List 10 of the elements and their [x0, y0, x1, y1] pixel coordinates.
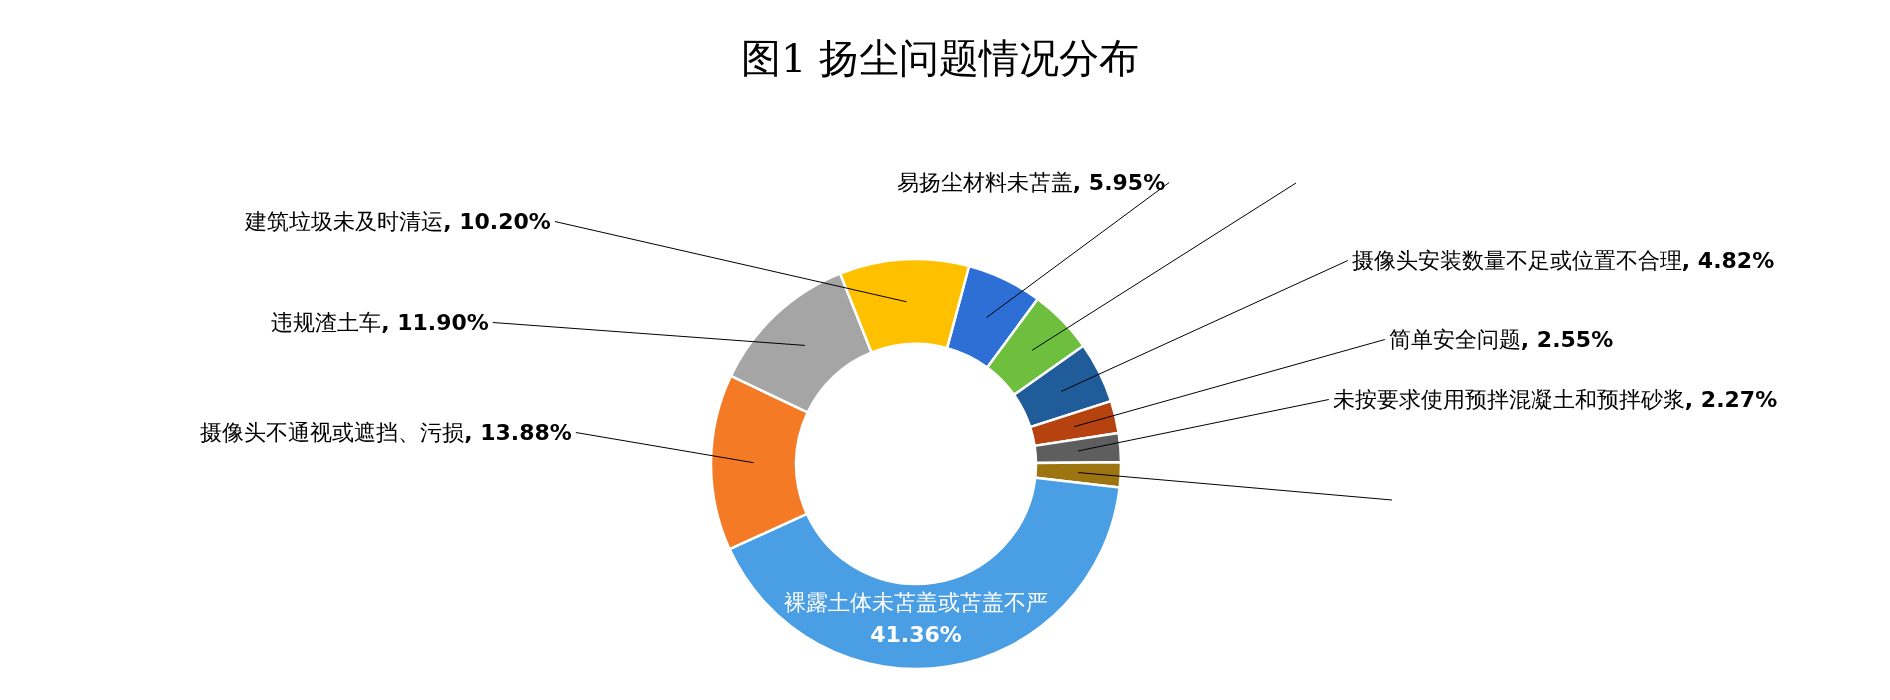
data-label: , 2.55% [1520, 327, 1614, 352]
data-label: , 10.20% [443, 209, 551, 234]
slice-label: 裸露土体未苫盖或苫盖不严 [784, 590, 1048, 615]
data-label: , 13.88% [464, 420, 572, 445]
data-label: , 5.95% [1072, 170, 1166, 195]
data-label: , 11.90% [381, 310, 489, 335]
data-label: , 4.82% [1681, 248, 1775, 273]
chart-title: 图1 扬尘问题情况分布 [740, 35, 1140, 81]
data-label: 41.36% [870, 622, 962, 647]
data-label: , 2.27% [1684, 387, 1778, 412]
